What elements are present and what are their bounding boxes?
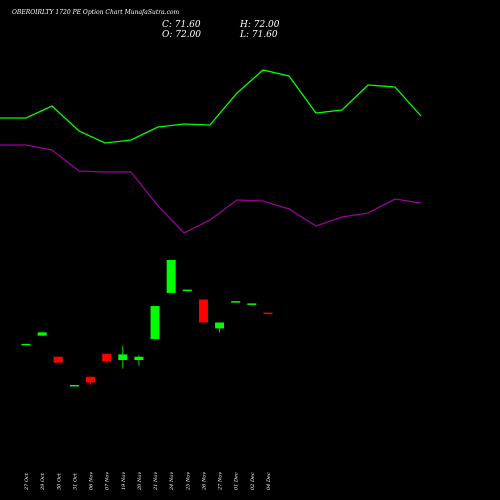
x-tick-label: 19 Nov	[121, 472, 127, 490]
x-tick-label: 20 Nov	[137, 472, 143, 491]
x-tick-label: 26 Nov	[201, 472, 207, 491]
candle-body	[198, 299, 208, 323]
x-tick-label: 07 Nov	[105, 472, 111, 490]
candle-body	[37, 332, 47, 336]
candle-body	[69, 385, 79, 387]
candles	[21, 260, 273, 387]
candle-body	[231, 301, 241, 303]
overlay-line-1	[0, 69, 422, 144]
candle-body	[150, 306, 160, 339]
x-tick-label: 24 Nov	[169, 472, 175, 491]
x-tick-label: 25 Nov	[185, 472, 191, 491]
x-tick-label: 31 Oct	[72, 472, 78, 490]
low-value: L: 71.60	[239, 30, 278, 40]
x-tick-label: 30 Oct	[56, 472, 62, 490]
x-tick-label: 01 Dec	[234, 472, 240, 490]
close-value: C: 71.60	[162, 20, 201, 30]
x-tick-label: 29 Oct	[40, 472, 46, 491]
x-tick-label: 27 Oct	[24, 472, 30, 491]
x-tick-label: 27 Nov	[218, 472, 224, 491]
chart-title: OBEROIRLTY 1720 PE Option Chart MunafaSu…	[12, 9, 180, 16]
candle-body	[102, 353, 112, 362]
open-value: O: 72.00	[162, 30, 201, 40]
candle-body	[215, 322, 225, 329]
candle-body	[247, 303, 257, 305]
x-tick-label: 06 Nov	[89, 472, 95, 490]
x-tick-label: 02 Dec	[250, 472, 256, 490]
candle-body	[118, 354, 128, 360]
x-tick-label: 21 Nov	[153, 472, 159, 491]
x-axis-ticks: 27 Oct 29 Oct 30 Oct 31 Oct 06 Nov 07 Nov 19 N…	[24, 472, 272, 491]
overlay-lines	[0, 69, 422, 234]
candle-body	[86, 376, 96, 383]
candle-body	[53, 356, 63, 363]
overlay-line-2	[0, 144, 422, 234]
candle-body	[166, 260, 176, 293]
candle-body	[263, 312, 273, 315]
high-value: H: 72.00	[239, 20, 280, 30]
candle-body	[182, 289, 192, 292]
x-tick-label: 04 Dec	[266, 472, 272, 490]
candle-body	[134, 356, 144, 360]
candle-body	[21, 343, 31, 346]
